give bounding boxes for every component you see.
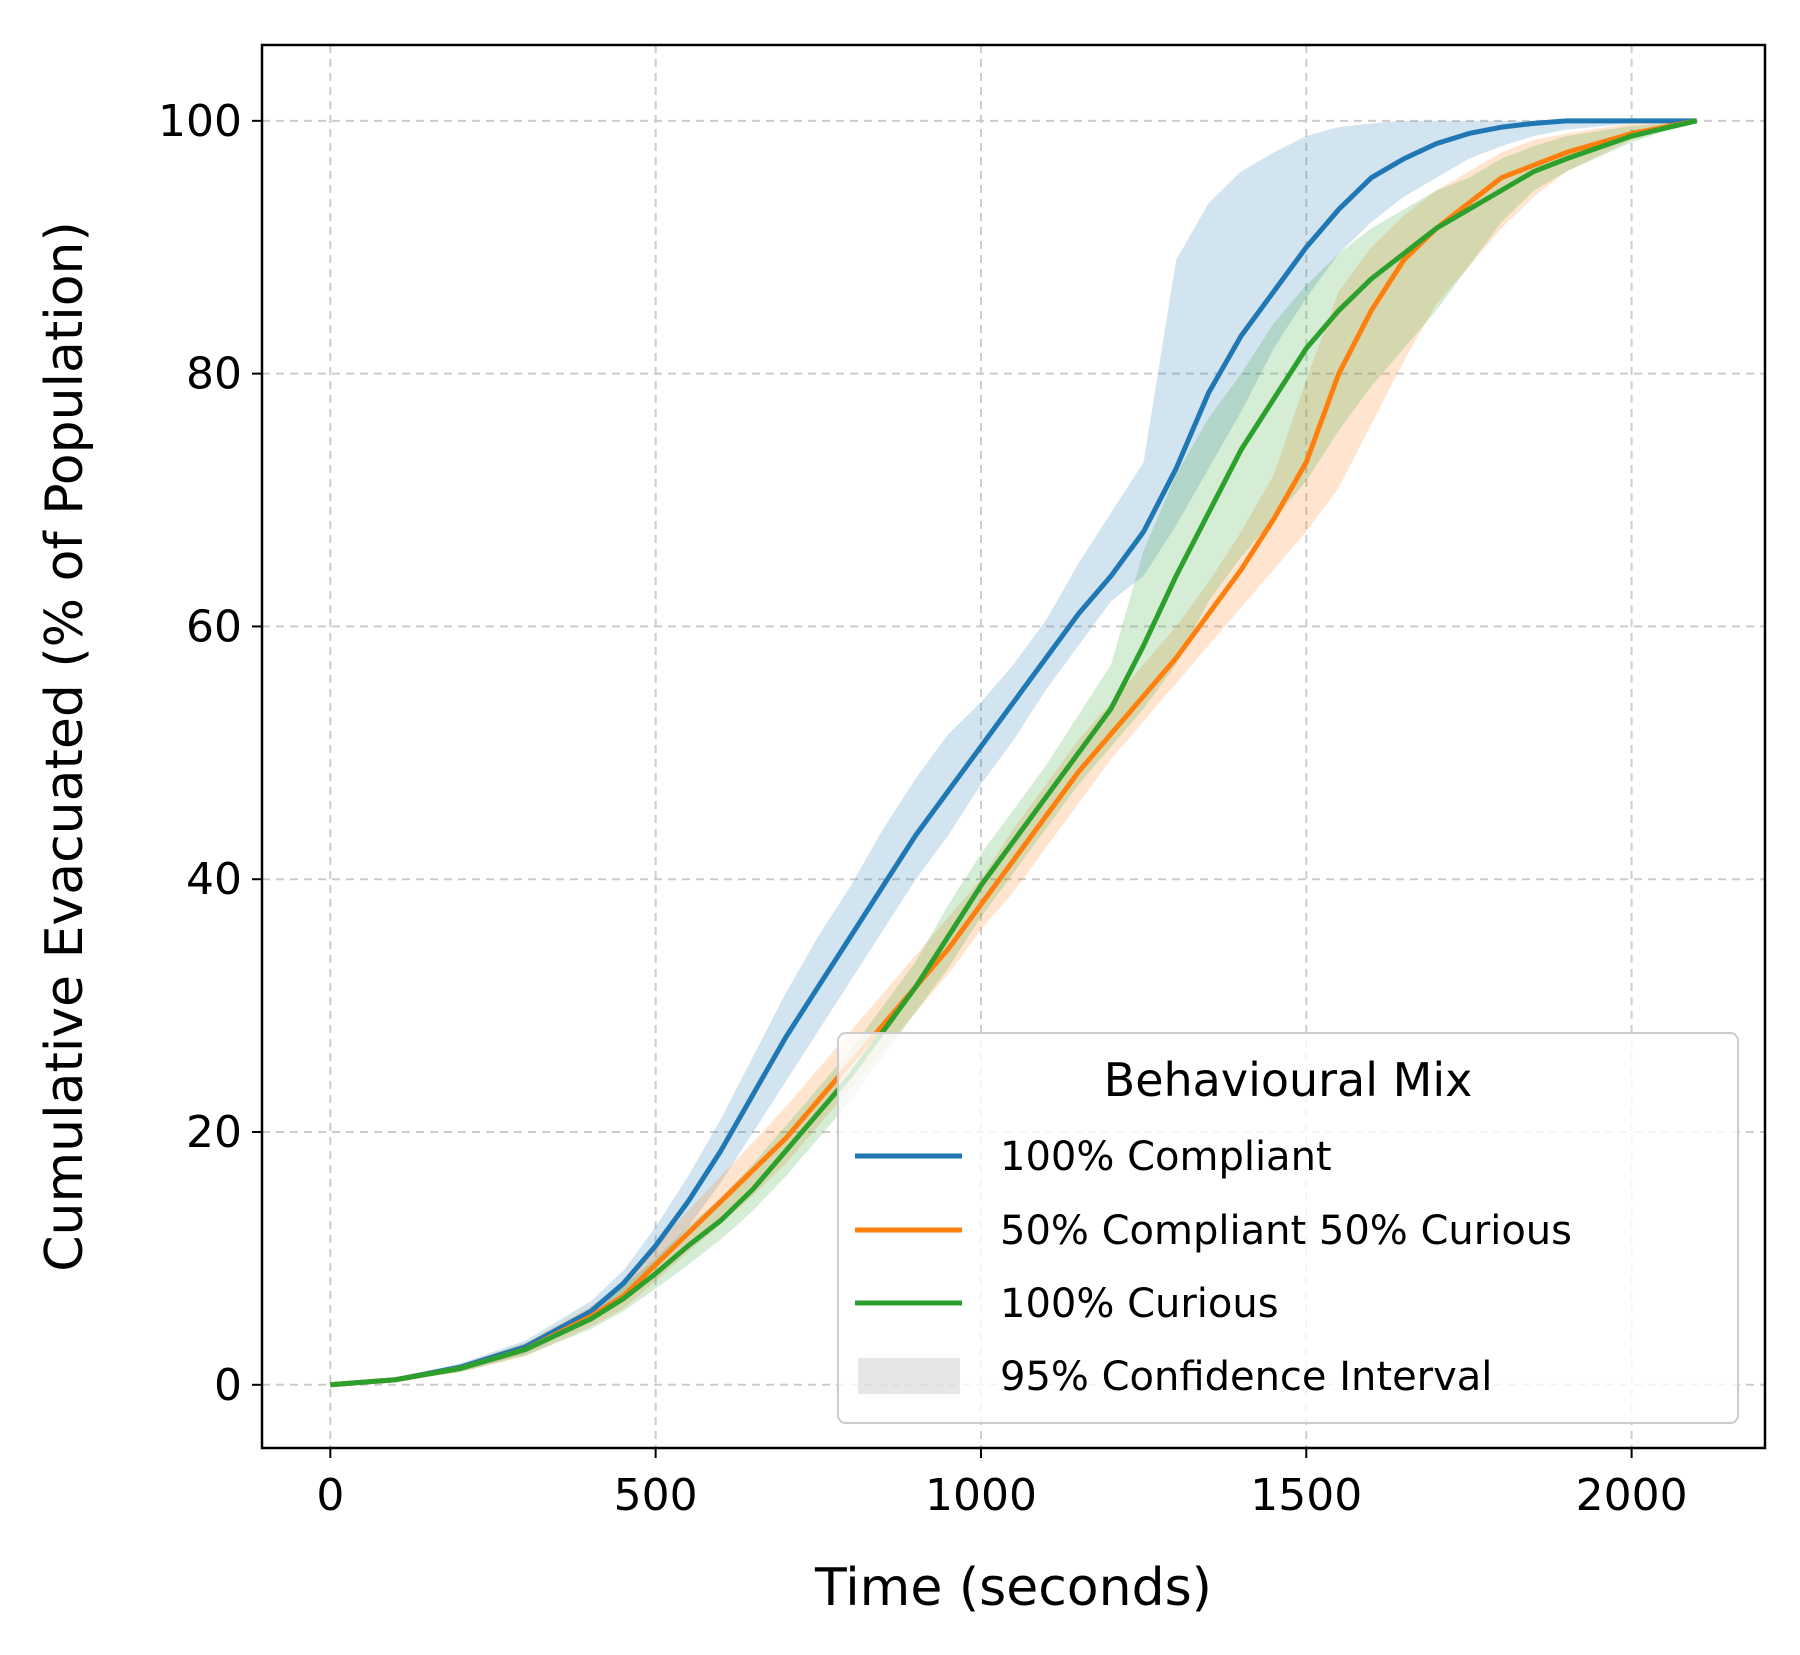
y-tick-label: 0 [214,1360,242,1411]
legend-title: Behavioural Mix [1104,1053,1473,1107]
legend-items: 100% Compliant 50% Compliant 50% Curious 1… [855,1134,1572,1400]
line-series-0 [330,118,1697,1388]
y-tick-label: 40 [186,854,242,905]
plot-frame [260,43,1767,1450]
legend-box [837,1032,1739,1424]
line-series-2 [330,118,1698,1388]
series-lines [330,118,1698,1388]
x-axis-label: Time (seconds) [814,1558,1212,1618]
legend-label: 95% Confidence Interval [1000,1354,1492,1400]
x-tick-label: 2000 [1576,1470,1688,1521]
legend-label: 100% Curious [1000,1281,1279,1327]
legend-swatch-confidence [858,1358,960,1394]
legend-label: 100% Compliant [1000,1134,1332,1180]
y-tick-label: 20 [186,1107,242,1158]
y-tick-label: 60 [186,601,242,652]
x-tick-label: 500 [614,1470,698,1521]
legend: Behavioural Mix 100% Compliant 50% Compli… [837,1032,1739,1424]
y-tick-label: 100 [158,96,242,147]
confidence-bands [330,120,1697,1385]
y-axis-label: Cumulative Evacuated (% of Population) [35,221,95,1272]
y-tick-label: 80 [186,349,242,400]
x-tick-label: 1500 [1250,1470,1362,1521]
legend-label: 50% Compliant 50% Curious [1000,1208,1572,1254]
axis-ticks: 0 500 1000 1500 2000 0 20 40 60 80 100 [158,96,1688,1521]
confidence-band-series-1 [330,120,1697,1385]
x-tick-label: 1000 [925,1470,1037,1521]
x-tick-label: 0 [316,1470,344,1521]
